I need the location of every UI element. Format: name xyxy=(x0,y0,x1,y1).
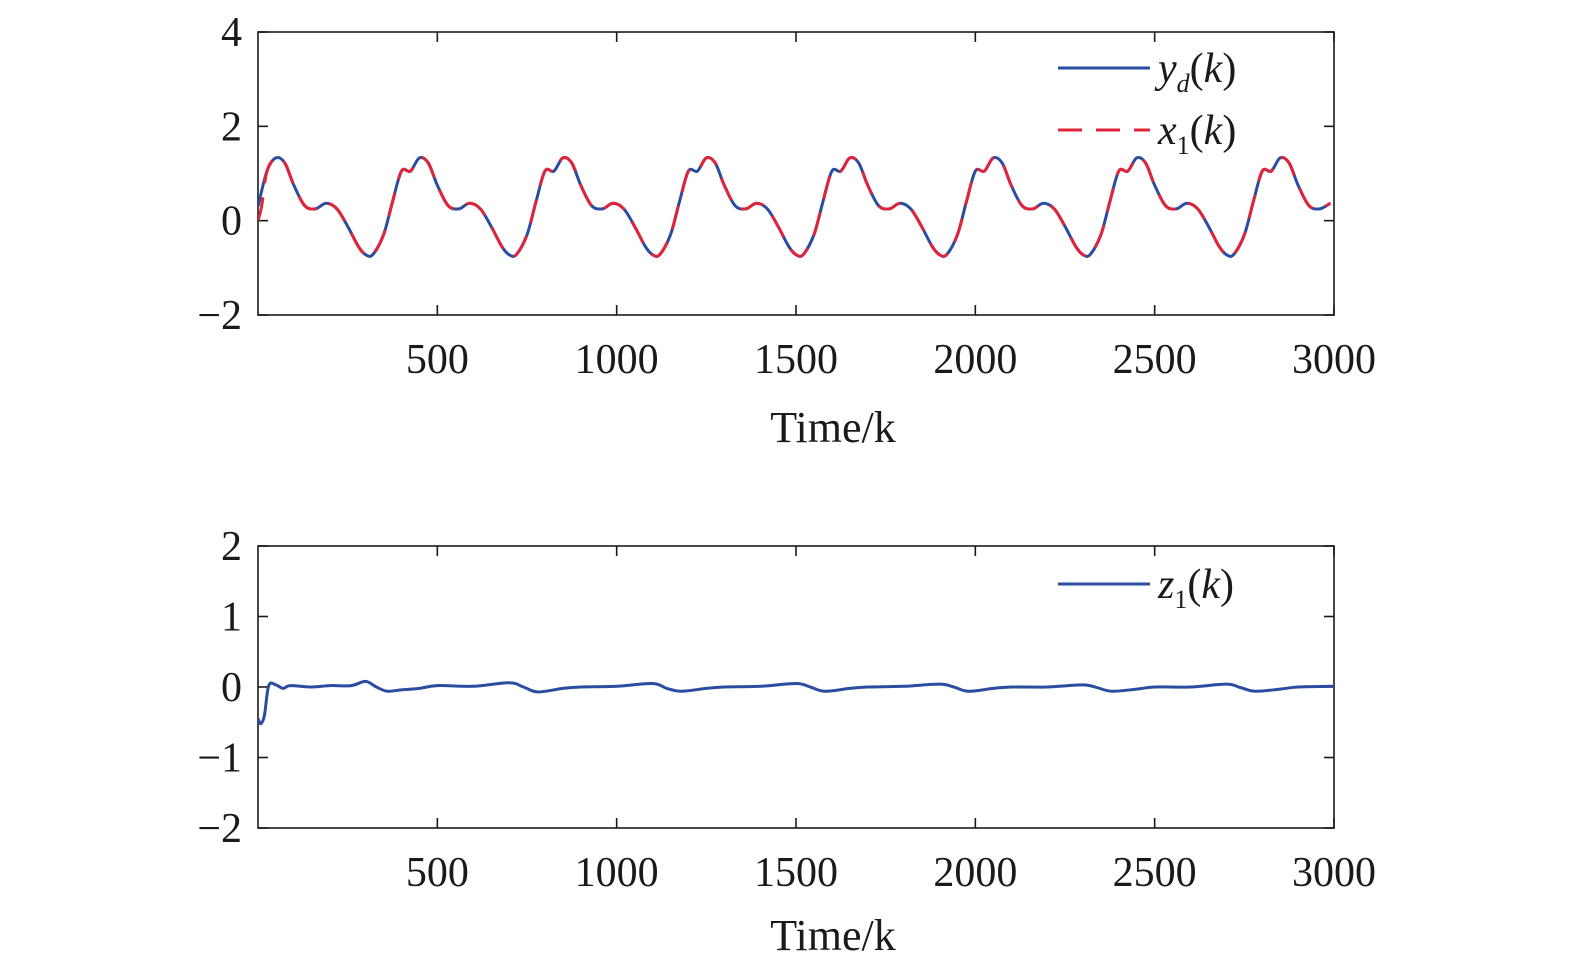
y-tick-label: 2 xyxy=(221,524,242,570)
x-tick-label: 3000 xyxy=(1292,337,1376,383)
x-tick-label: 3000 xyxy=(1292,850,1376,896)
x-tick-label: 2000 xyxy=(933,850,1017,896)
legend-label: x1(k) xyxy=(1157,108,1236,160)
legend-label: z1(k) xyxy=(1157,562,1234,614)
y-tick-label: 4 xyxy=(221,10,242,56)
x-tick-label: 1500 xyxy=(754,850,838,896)
y-tick-label: 0 xyxy=(221,199,242,245)
y-tick-label: 2 xyxy=(221,104,242,150)
x-tick-label: 500 xyxy=(406,337,469,383)
x-axis-label: Time/k xyxy=(770,403,896,452)
x-tick-label: 2500 xyxy=(1113,337,1197,383)
x-tick-label: 1500 xyxy=(754,337,838,383)
top-chart-panel: 500 1000 1500 2000 2500 3000 −2 0 2 4 Time/k yd(k) x… xyxy=(197,10,1376,452)
x-axis-label: Time/k xyxy=(770,911,896,960)
y-tick-label: 0 xyxy=(221,665,242,711)
series-line-x1 xyxy=(258,156,1332,258)
x-tick-label: 500 xyxy=(406,850,469,896)
y-tick-label: 1 xyxy=(221,595,242,641)
x-tick-label: 1000 xyxy=(575,850,659,896)
legend-label: yd(k) xyxy=(1154,46,1236,98)
x-tick-label: 2500 xyxy=(1113,850,1197,896)
x-tick-label: 1000 xyxy=(575,337,659,383)
x-tick-label: 2000 xyxy=(933,337,1017,383)
series-line-z1 xyxy=(258,679,1334,726)
y-tick-label: −2 xyxy=(197,806,242,852)
bottom-chart-panel: 500 1000 1500 2000 2500 3000 −2 −1 0 1 2 Time/k z1(k… xyxy=(197,524,1376,960)
y-tick-label: −1 xyxy=(197,736,242,782)
y-tick-label: −2 xyxy=(197,293,242,339)
